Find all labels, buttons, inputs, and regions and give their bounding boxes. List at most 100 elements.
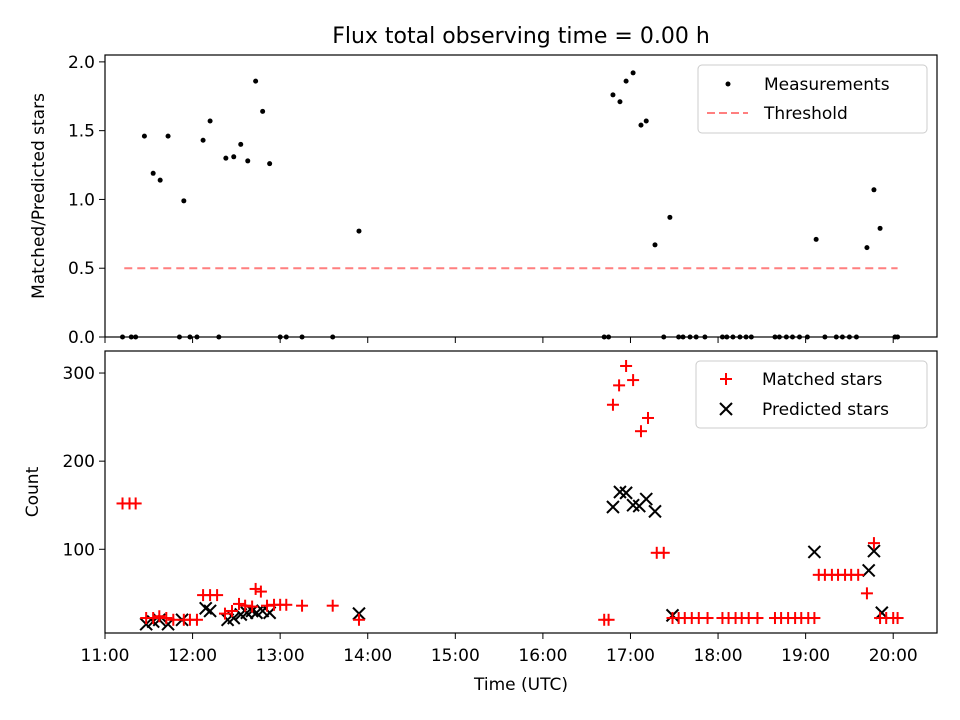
measurement-point <box>150 170 156 176</box>
matched-point <box>249 582 262 595</box>
predicted-point <box>606 500 620 514</box>
bottom-x-tick-label: 12:00 <box>168 646 217 666</box>
top-y-tick-label: 1.0 <box>68 190 95 210</box>
measurement-point <box>277 334 283 340</box>
legend-measurements-label: Measurements <box>764 75 890 95</box>
legend-matched-marker <box>720 373 732 385</box>
measurement-point <box>128 334 134 340</box>
measurement-point <box>864 245 870 251</box>
bottom-x-tick-label: 14:00 <box>343 646 392 666</box>
matched-point <box>218 607 231 620</box>
matched-point <box>701 612 714 625</box>
top-axes-frame <box>104 54 938 338</box>
predicted-point <box>648 504 662 519</box>
matched-point <box>153 610 166 623</box>
bottom-legend: Matched stars Predicted stars <box>695 360 928 429</box>
bottom-x-tick-label: 13:00 <box>256 646 305 666</box>
matched-point <box>352 613 365 626</box>
matched-point <box>620 359 633 372</box>
top-y-tick-label: 2.0 <box>68 53 95 73</box>
predicted-point <box>139 617 153 631</box>
measurement-point <box>643 118 649 124</box>
bottom-y-tick-label: 300 <box>63 364 95 384</box>
measurement-point <box>638 122 644 128</box>
measurement-point <box>606 334 612 340</box>
measurement-point <box>661 334 667 340</box>
legend-measurements-marker <box>725 81 731 87</box>
measurement-point <box>813 236 819 242</box>
measurement-point <box>601 334 607 340</box>
measurement-point <box>776 334 782 340</box>
measurement-point <box>676 334 682 340</box>
matched-point <box>627 374 640 387</box>
measurement-point <box>165 133 171 139</box>
measurement-point <box>187 334 193 340</box>
measurement-point <box>652 242 658 248</box>
predicted-point <box>807 545 822 559</box>
measurement-point <box>667 214 673 220</box>
matched-point <box>326 599 339 612</box>
matched-point <box>657 546 670 559</box>
matched-point <box>751 612 764 625</box>
measurement-point <box>623 78 629 84</box>
legend-predicted-label: Predicted stars <box>762 400 889 420</box>
matched-point <box>641 411 654 424</box>
measurement-point <box>133 334 139 340</box>
matched-point <box>129 497 142 510</box>
matched-point <box>602 613 615 626</box>
predicted-point <box>352 606 366 621</box>
measurement-point <box>895 334 901 340</box>
matched-point <box>280 598 293 611</box>
matched-point <box>211 589 224 602</box>
matched-point <box>606 398 619 411</box>
bottom-x-axis-label: Time (UTC) <box>473 675 568 695</box>
top-y-tick-label: 1.5 <box>68 122 95 142</box>
measurement-point <box>833 334 839 340</box>
measurement-point <box>871 187 877 193</box>
matched-point <box>891 612 904 625</box>
measurement-point <box>610 92 616 98</box>
measurement-point <box>804 334 810 340</box>
predicted-point <box>619 486 633 500</box>
measurement-point <box>238 141 244 147</box>
measurement-point <box>120 334 126 340</box>
measurement-point <box>330 334 336 340</box>
measurement-point <box>846 334 852 340</box>
measurement-point <box>617 99 623 105</box>
measurement-point <box>839 334 845 340</box>
top-legend: Measurements Threshold <box>697 64 928 134</box>
measurement-point <box>797 334 803 340</box>
measurement-point <box>176 334 182 340</box>
bottom-x-tick-label: 20:00 <box>869 646 918 666</box>
matched-point <box>147 612 160 625</box>
predicted-point <box>867 544 881 558</box>
measurement-point <box>141 133 147 139</box>
matched-point <box>852 568 865 581</box>
bottom-x-tick-label: 16:00 <box>518 646 567 666</box>
measurement-point <box>748 334 754 340</box>
matched-point <box>254 585 267 598</box>
measurement-point <box>719 334 725 340</box>
measurement-point <box>267 161 273 167</box>
bottom-x-tick-label: 17:00 <box>606 646 655 666</box>
matched-point <box>808 612 821 625</box>
top-y-axis-label: Matched/Predicted stars <box>29 93 49 299</box>
predicted-point <box>861 563 876 578</box>
measurement-point <box>630 70 636 76</box>
bottom-y-tick-label: 200 <box>63 452 95 472</box>
measurement-point <box>231 154 237 160</box>
measurement-point <box>743 334 749 340</box>
measurement-point <box>724 334 730 340</box>
predicted-series <box>139 485 889 631</box>
predicted-point <box>203 604 217 618</box>
measurement-point <box>216 334 222 340</box>
bottom-x-tick-label: 19:00 <box>781 646 830 666</box>
measurement-point <box>789 334 795 340</box>
measurement-point <box>772 334 778 340</box>
measurement-point <box>207 118 213 124</box>
matched-point <box>167 613 180 626</box>
top-y-tick-label: 0.0 <box>68 328 95 348</box>
measurement-point <box>877 225 883 231</box>
bottom-axes-frame <box>104 350 938 634</box>
